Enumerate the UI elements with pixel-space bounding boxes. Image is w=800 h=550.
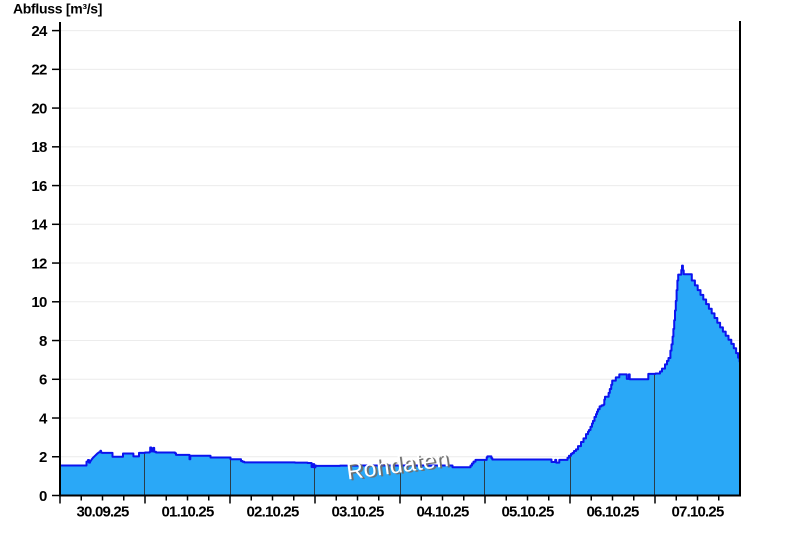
svg-text:6: 6 [39, 372, 47, 389]
svg-text:07.10.25: 07.10.25 [672, 504, 724, 521]
svg-text:10: 10 [31, 294, 47, 311]
svg-text:2: 2 [39, 449, 47, 466]
svg-text:22: 22 [31, 62, 47, 79]
svg-text:16: 16 [31, 178, 47, 195]
svg-text:24: 24 [31, 23, 48, 40]
svg-text:01.10.25: 01.10.25 [162, 504, 214, 521]
svg-text:0: 0 [39, 488, 47, 505]
svg-text:18: 18 [31, 139, 47, 156]
svg-text:4: 4 [39, 410, 48, 427]
svg-text:14: 14 [31, 217, 48, 234]
svg-text:02.10.25: 02.10.25 [247, 504, 299, 521]
svg-text:06.10.25: 06.10.25 [587, 504, 639, 521]
svg-text:05.10.25: 05.10.25 [502, 504, 554, 521]
svg-text:8: 8 [39, 333, 47, 350]
svg-text:20: 20 [31, 100, 47, 117]
svg-text:04.10.25: 04.10.25 [417, 504, 469, 521]
svg-text:03.10.25: 03.10.25 [332, 504, 384, 521]
svg-text:Abfluss [m³/s]: Abfluss [m³/s] [13, 1, 102, 17]
svg-text:12: 12 [31, 255, 47, 272]
svg-text:30.09.25: 30.09.25 [77, 504, 129, 521]
